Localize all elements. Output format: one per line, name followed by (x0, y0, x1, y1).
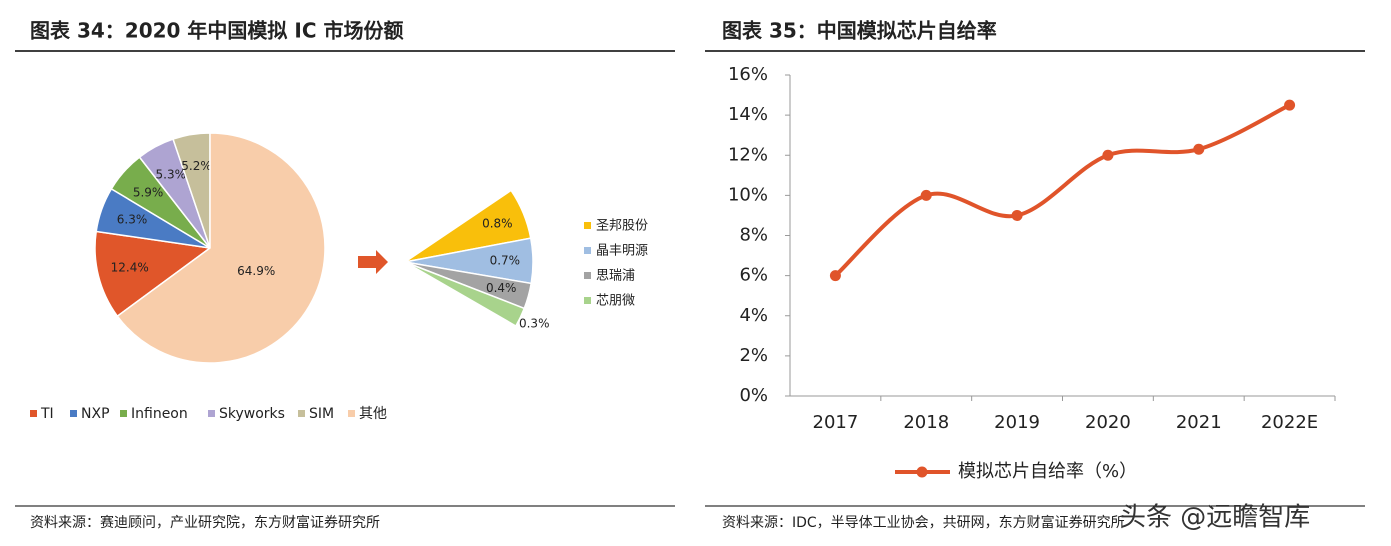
y-tick-label: 12% (728, 144, 768, 165)
legend-label: 模拟芯片自给率（%） (958, 461, 1137, 482)
pie-slice (116, 132, 326, 364)
legend-marker (916, 466, 928, 478)
point (829, 270, 841, 282)
y-tick-label: 4% (739, 305, 768, 326)
legend-swatch (584, 222, 591, 229)
legend-label: NXP (81, 406, 110, 422)
y-tick-label: 2% (739, 345, 768, 366)
x-tick-label: 2020 (1085, 412, 1131, 433)
legend-label: 芯朋微 (596, 294, 635, 309)
legend-swatch (348, 410, 355, 417)
watermark: 头条 @远瞻智库 (1120, 503, 1310, 533)
data-label: 64.9% (237, 264, 275, 278)
data-label: 5.3% (156, 168, 187, 182)
x-tick-label: 2019 (994, 412, 1040, 433)
legend-label: 晶丰明源 (596, 244, 648, 259)
legend-swatch (120, 410, 127, 417)
chart-title: 图表 34：2020 年中国模拟 IC 市场份额 (30, 19, 403, 43)
data-label: 0.4% (486, 281, 517, 295)
line (834, 103, 1291, 278)
y-tick-label: 16% (728, 64, 768, 85)
point (1284, 99, 1296, 111)
data-label: 6.3% (117, 213, 148, 227)
legend-swatch (298, 410, 305, 417)
legend-label: TI (40, 406, 54, 422)
point (1102, 149, 1114, 161)
source: 资料来源：IDC，半导体工业协会，共研网，东方财富证券研究所 (722, 514, 1125, 531)
legend-swatch (30, 410, 37, 417)
data-label: 5.9% (133, 186, 164, 200)
legend-swatch (584, 297, 591, 304)
x-tick-label: 2017 (813, 412, 859, 433)
legend-label: 圣邦股份 (596, 219, 648, 234)
x-tick-label: 2022E (1261, 412, 1318, 433)
y-tick-label: 6% (739, 265, 768, 286)
legend-swatch (70, 410, 77, 417)
x-tick-label: 2018 (903, 412, 949, 433)
legend-label: 其他 (359, 406, 387, 422)
legend-swatch (584, 247, 591, 254)
legend-swatch (208, 410, 215, 417)
data-label: 0.3% (519, 317, 550, 331)
point (1193, 143, 1205, 155)
legend-label: Skyworks (219, 406, 285, 422)
subpie-slice (404, 261, 526, 328)
y-tick-label: 10% (728, 184, 768, 205)
legend-label: Infineon (131, 406, 188, 422)
arrow (358, 250, 388, 274)
source: 资料来源：赛迪顾问，产业研究院，东方财富证券研究所 (30, 514, 380, 531)
legend-label: 思瑞浦 (596, 269, 635, 284)
point (920, 189, 932, 201)
y-tick-label: 8% (739, 225, 768, 246)
y-tick-label: 14% (728, 104, 768, 125)
pie-slice (94, 230, 212, 318)
data-label: 0.8% (482, 217, 513, 231)
data-label: 12.4% (111, 261, 149, 275)
data-label: 0.7% (490, 254, 521, 268)
chart-title: 图表 35：中国模拟芯片自给率 (722, 19, 997, 43)
y-tick-label: 0% (739, 385, 768, 406)
x-tick-label: 2021 (1176, 412, 1222, 433)
legend-swatch (584, 272, 591, 279)
point (1011, 209, 1023, 221)
data-label: 5.2% (181, 159, 212, 173)
legend-label: SIM (309, 406, 334, 422)
